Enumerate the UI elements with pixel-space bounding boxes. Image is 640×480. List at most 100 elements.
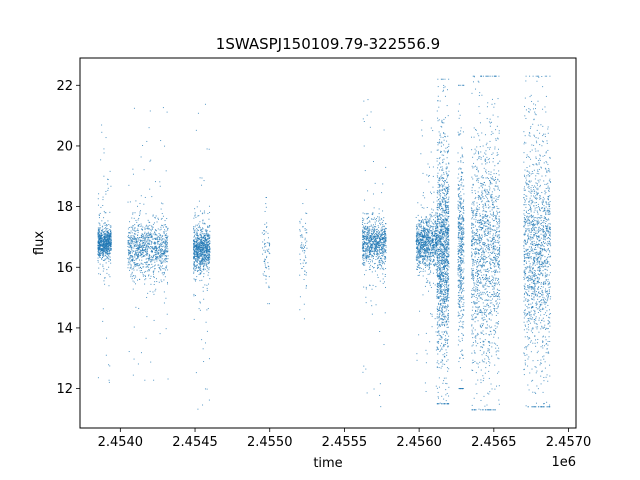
data-point (106, 230, 108, 232)
data-point (424, 250, 426, 252)
data-point (384, 229, 385, 231)
data-point (131, 246, 133, 248)
data-point (157, 241, 159, 243)
data-point (418, 261, 420, 263)
data-point (376, 237, 378, 239)
data-point (154, 243, 156, 245)
data-point (365, 252, 367, 254)
data-point (429, 254, 431, 256)
data-point (159, 229, 161, 231)
data-point (436, 237, 438, 239)
data-point (198, 257, 200, 259)
data-point (362, 217, 364, 219)
data-point (385, 223, 387, 225)
data-point (366, 243, 368, 245)
data-point (209, 251, 211, 253)
data-point (445, 163, 447, 165)
data-point (201, 263, 203, 265)
data-point (142, 263, 144, 265)
data-point (140, 245, 142, 247)
data-point (375, 236, 377, 238)
data-point (206, 252, 208, 254)
data-point (155, 258, 157, 260)
data-point (379, 383, 381, 385)
data-point (418, 233, 420, 235)
data-point (429, 249, 431, 251)
data-point (380, 252, 382, 254)
data-point (381, 246, 383, 248)
data-point (371, 271, 373, 273)
data-point (435, 230, 437, 232)
data-point (161, 281, 163, 283)
data-point (137, 225, 139, 227)
data-point (199, 247, 201, 249)
data-point (431, 235, 433, 237)
data-point (368, 263, 370, 265)
data-point (418, 230, 420, 232)
data-point (381, 260, 383, 262)
data-point (446, 284, 448, 286)
data-point (417, 241, 419, 243)
data-point (130, 245, 132, 247)
data-point (138, 253, 140, 255)
data-point (444, 215, 446, 217)
data-point (162, 258, 164, 260)
data-point (369, 242, 371, 244)
data-point (430, 237, 432, 239)
data-point (127, 254, 129, 256)
data-point (102, 320, 104, 322)
data-point (201, 339, 203, 341)
data-point (440, 151, 442, 153)
data-point (199, 249, 201, 251)
data-point (196, 246, 198, 248)
data-point (154, 243, 156, 245)
data-point (137, 263, 139, 265)
data-point (424, 245, 426, 247)
data-point (441, 395, 443, 397)
data-point (302, 262, 304, 264)
data-point (208, 261, 210, 263)
data-point (428, 246, 430, 248)
data-point (195, 266, 197, 268)
data-point (384, 244, 386, 246)
data-point (444, 403, 446, 405)
data-point (101, 131, 103, 133)
data-point (98, 238, 100, 240)
data-point (383, 238, 385, 240)
data-point (382, 183, 384, 185)
data-point (143, 203, 145, 205)
data-point (106, 258, 108, 260)
data-point (152, 238, 154, 240)
data-point (105, 254, 107, 256)
data-point (437, 273, 439, 275)
data-point (161, 238, 163, 240)
data-point (98, 249, 100, 251)
data-point (160, 235, 162, 237)
data-point (441, 348, 443, 350)
data-point (426, 233, 428, 235)
data-point (153, 379, 155, 381)
data-point (203, 246, 205, 248)
data-point (442, 210, 444, 212)
data-point (145, 250, 147, 252)
data-point (99, 234, 101, 236)
data-point (138, 256, 140, 258)
data-point (166, 250, 168, 252)
data-point (158, 281, 160, 283)
data-point (377, 258, 379, 260)
data-point (132, 258, 134, 260)
data-point (440, 318, 442, 320)
data-point (444, 279, 446, 281)
data-point (439, 235, 441, 237)
data-point (101, 220, 103, 222)
data-point (145, 262, 147, 264)
data-point (134, 227, 136, 229)
data-point (203, 276, 205, 278)
data-point (110, 231, 112, 233)
data-point (201, 249, 203, 251)
data-point (418, 243, 420, 245)
data-point (108, 243, 110, 245)
data-point (446, 264, 448, 266)
data-point (149, 246, 151, 248)
data-point (206, 266, 208, 268)
